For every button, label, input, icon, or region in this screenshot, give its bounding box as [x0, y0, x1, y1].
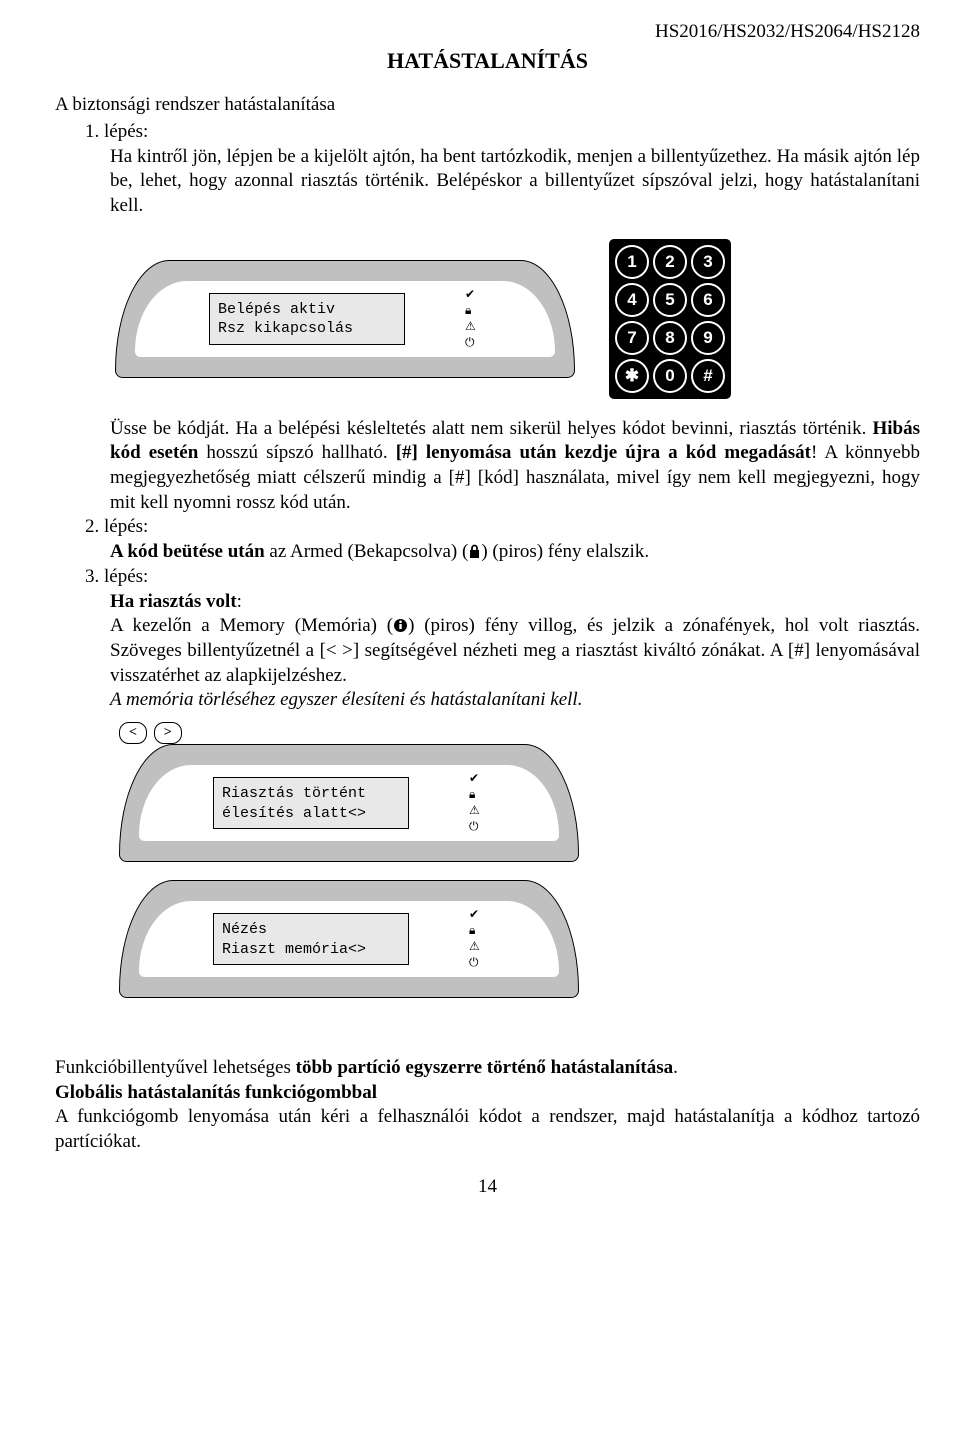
key-9[interactable]: 9 [691, 321, 725, 355]
lcd-device-2: Riasztás történt élesítés alatt<> ✔ 🔒︎ ⚠… [119, 744, 579, 862]
page-number: 14 [55, 1175, 920, 1200]
warning-icon: ⚠︎ [465, 320, 476, 334]
right-arrow-key[interactable]: > [154, 722, 182, 744]
key-5[interactable]: 5 [653, 283, 687, 317]
warning-icon: ⚠︎ [469, 804, 480, 818]
lcd-device-1: Belépés aktiv Rsz kikapcsolás ✔ 🔒︎ ⚠︎ ⏻ [115, 260, 575, 378]
model-header: HS2016/HS2032/HS2064/HS2128 [655, 20, 920, 45]
arrow-keys: < > [119, 719, 920, 744]
check-icon: ✔ [469, 908, 480, 922]
check-icon: ✔ [465, 288, 476, 302]
step-2-body: A kód beütése után az Armed (Bekapcsolva… [110, 540, 920, 565]
key-0[interactable]: 0 [653, 359, 687, 393]
warning-icon: ⚠︎ [469, 940, 480, 954]
lock-icon [468, 541, 481, 562]
status-icons: ✔ 🔒︎ ⚠︎ ⏻ [469, 908, 480, 970]
left-arrow-key[interactable]: < [119, 722, 147, 744]
check-icon: ✔ [469, 772, 480, 786]
lcd-device-3: Nézés Riaszt memória<> ✔ 🔒︎ ⚠︎ ⏻ [119, 880, 579, 998]
page-title: HATÁSTALANÍTÁS [55, 47, 920, 76]
key-1[interactable]: 1 [615, 245, 649, 279]
lcd-screen-3: Nézés Riaszt memória<> [213, 913, 409, 965]
body-paragraph: Üsse be kódját. Ha a belépési késlelteté… [110, 417, 920, 516]
key-7[interactable]: 7 [615, 321, 649, 355]
status-icons: ✔ 🔒︎ ⚠︎ ⏻ [469, 772, 480, 834]
step-3-italic: A memória törléséhez egyszer élesíteni é… [110, 688, 920, 713]
key-6[interactable]: 6 [691, 283, 725, 317]
step-3-label: 3. lépés: [85, 565, 920, 590]
step-1-body: Ha kintről jön, lépjen be a kijelölt ajt… [110, 145, 920, 219]
key-2[interactable]: 2 [653, 245, 687, 279]
step-1-label: 1. lépés: [85, 120, 920, 145]
key-3[interactable]: 3 [691, 245, 725, 279]
key-hash[interactable]: # [691, 359, 725, 393]
power-icon: ⏻ [469, 820, 480, 834]
step-3-body: A kezelőn a Memory (Memória) () (piros) … [110, 614, 920, 688]
lcd-screen-1: Belépés aktiv Rsz kikapcsolás [209, 293, 405, 345]
status-icons: ✔ 🔒︎ ⚠︎ ⏻ [465, 288, 476, 350]
info-icon [393, 615, 408, 636]
footer-p3: A funkciógomb lenyomása után kéri a felh… [55, 1105, 920, 1154]
key-star[interactable]: ✱ [615, 359, 649, 393]
key-8[interactable]: 8 [653, 321, 687, 355]
key-4[interactable]: 4 [615, 283, 649, 317]
keypad: 1 2 3 4 5 6 7 8 9 ✱ 0 # [609, 239, 731, 399]
power-icon: ⏻ [465, 336, 476, 350]
section-title: A biztonsági rendszer hatástalanítása [55, 93, 920, 118]
footer-p1: Funkcióbillentyűvel lehetséges több part… [55, 1056, 920, 1081]
step-3-line1: Ha riasztás volt: [110, 590, 920, 615]
lock-icon: 🔒︎ [469, 788, 480, 802]
lock-icon: 🔒︎ [469, 924, 480, 938]
footer-p2: Globális hatástalanítás funkciógombbal [55, 1081, 920, 1106]
lock-icon: 🔒︎ [465, 304, 476, 318]
lcd-screen-2: Riasztás történt élesítés alatt<> [213, 777, 409, 829]
step-2-label: 2. lépés: [85, 515, 920, 540]
power-icon: ⏻ [469, 956, 480, 970]
